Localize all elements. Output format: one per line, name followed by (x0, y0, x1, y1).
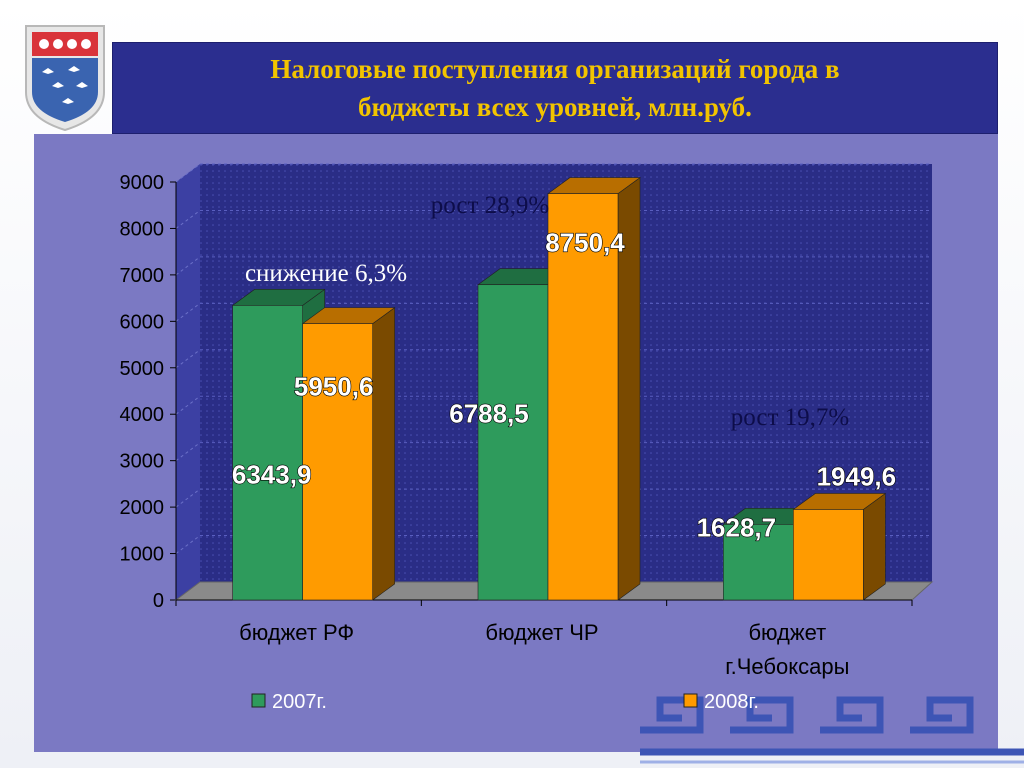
bar-front (547, 193, 619, 601)
growth-annotation: рост 19,7% (731, 404, 849, 431)
bar-front (232, 305, 303, 601)
gridline-diagonal (175, 163, 201, 183)
slide-title: Налоговые поступления организаций города… (112, 42, 998, 134)
bar-front (793, 509, 864, 601)
y-tick-label: 8000 (120, 218, 165, 240)
data-label: 1628,7 (697, 512, 777, 542)
y-tick-label: 6000 (120, 311, 165, 333)
legend-swatch (251, 693, 266, 708)
legend-label: 2007г. (272, 691, 327, 713)
legend-label: 2008г. (704, 691, 759, 713)
y-tick-label: 2000 (120, 497, 165, 519)
bar-2008г.-3 (792, 492, 887, 601)
legend-swatch (683, 693, 698, 708)
data-label: 1949,6 (817, 461, 897, 491)
y-tick-label: 7000 (120, 265, 165, 287)
bar-front (723, 524, 794, 601)
x-category-label: г.Чебоксары (725, 654, 849, 679)
y-tick-label: 9000 (120, 172, 165, 194)
y-tick-label: 5000 (120, 358, 165, 380)
x-category-label: бюджет ЧР (485, 620, 598, 645)
gridline-diagonal (175, 395, 201, 415)
gridline-diagonal (175, 256, 201, 276)
y-tick-label: 4000 (120, 404, 165, 426)
bar-2008г.-1 (301, 307, 396, 601)
cheboksary-coat-of-arms-icon (25, 25, 105, 132)
gridline-diagonal (175, 349, 201, 369)
plot-side-wall (176, 164, 200, 600)
gridline-diagonal (175, 488, 201, 508)
gridline-diagonal (175, 302, 201, 322)
x-category-label: бюджет РФ (239, 620, 354, 645)
bar-side (863, 492, 886, 601)
y-tick-label: 0 (153, 590, 164, 612)
growth-annotation: рост 28,9% (431, 192, 549, 219)
data-label: 6788,5 (449, 399, 529, 429)
gridline-diagonal (175, 442, 201, 462)
bar-side (372, 307, 395, 601)
greek-key-ornament-icon (640, 696, 1024, 764)
data-label: 8750,4 (545, 228, 625, 258)
gridline-diagonal (175, 210, 201, 229)
data-label: 6343,9 (232, 459, 312, 489)
bar-front (477, 284, 549, 601)
gridline-diagonal (175, 535, 201, 554)
slide-title-text: Налоговые поступления организаций города… (270, 54, 840, 122)
growth-annotation: снижение 6,3% (245, 260, 407, 287)
bar-2008г.-2 (547, 177, 641, 601)
x-category-label: бюджет (748, 620, 826, 645)
data-label: 5950,6 (294, 372, 374, 402)
bar-front (302, 323, 373, 601)
y-tick-label: 1000 (120, 544, 165, 566)
y-tick-label: 3000 (120, 451, 165, 473)
